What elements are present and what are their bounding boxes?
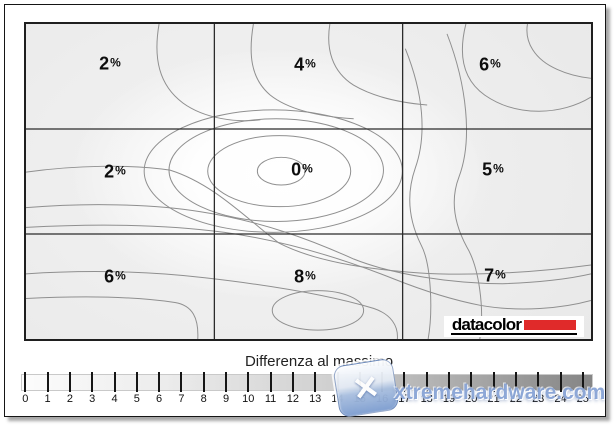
cell-value-middle-right: 5% bbox=[482, 159, 504, 180]
contour-svg bbox=[26, 24, 591, 339]
grid-lines bbox=[26, 24, 591, 339]
cell-value-top-left: 2% bbox=[99, 53, 121, 74]
scale-tick-label: 4 bbox=[111, 393, 118, 405]
scale-tick-label: 0 bbox=[22, 393, 29, 405]
scale-tick bbox=[470, 372, 473, 392]
scale-tick bbox=[158, 372, 161, 392]
cell-value-middle-left: 2% bbox=[104, 161, 126, 182]
scale-tick-label: 16 bbox=[375, 393, 389, 405]
scale-tick-label: 21 bbox=[487, 393, 500, 405]
scale-tick bbox=[24, 372, 27, 392]
scale-tick bbox=[180, 372, 183, 392]
scale-tick-label: 8 bbox=[200, 393, 207, 405]
scale-tick-label: 17 bbox=[398, 393, 411, 405]
scale-tick-label: 23 bbox=[532, 393, 545, 405]
scale-tick bbox=[425, 372, 428, 392]
cell-value-top-right: 6% bbox=[479, 54, 501, 75]
scale-tick-label: 18 bbox=[420, 393, 433, 405]
scale-tick-label: 25 bbox=[576, 393, 589, 405]
scale-tick bbox=[68, 372, 71, 392]
datacolor-wordmark: datacolor bbox=[451, 315, 522, 334]
scale-tick-label: 7 bbox=[178, 393, 185, 405]
scale-tick bbox=[492, 372, 495, 392]
scale-tick-label: 11 bbox=[264, 393, 277, 405]
scale-tick bbox=[537, 372, 540, 392]
scale-gradient-bar bbox=[21, 374, 593, 391]
scale-tick bbox=[202, 372, 205, 392]
scale-tick-label: 12 bbox=[286, 393, 300, 405]
cell-value-bottom-left: 6% bbox=[104, 266, 126, 287]
scale-tick bbox=[113, 372, 116, 392]
scale-tick-label: 15 bbox=[353, 393, 366, 405]
scale-tick bbox=[91, 372, 94, 392]
scale-tick bbox=[403, 372, 406, 392]
scale-tick bbox=[448, 372, 450, 392]
scale-tick-label: 6 bbox=[156, 393, 163, 405]
scale-tick bbox=[135, 372, 138, 392]
scale-tick-label: 3 bbox=[89, 393, 96, 405]
scale-tick bbox=[514, 372, 517, 392]
contour-lines bbox=[26, 24, 591, 339]
datacolor-logo: datacolor bbox=[444, 316, 584, 337]
scale-tick-label: 5 bbox=[133, 393, 140, 405]
scale-tick-label: 13 bbox=[309, 393, 322, 405]
cell-value-middle-center: 0% bbox=[291, 159, 313, 180]
scale-tick bbox=[581, 372, 584, 392]
scale-tick-label: 10 bbox=[242, 393, 255, 405]
chart-frame: 2% 4% 6% 2% 0% 5% 6% 8% 7% datacolor Dif… bbox=[4, 4, 606, 417]
scale-tick-label: 19 bbox=[442, 393, 456, 405]
scale-tick-label: 9 bbox=[222, 393, 230, 405]
scale-tick-label: 20 bbox=[465, 393, 478, 405]
scale-tick-label: 22 bbox=[509, 393, 523, 405]
scale-tick bbox=[225, 372, 227, 392]
scale-tick bbox=[291, 372, 294, 392]
uniformity-contour-plot: 2% 4% 6% 2% 0% 5% 6% 8% 7% datacolor bbox=[24, 22, 593, 341]
scale-tick-label: 14 bbox=[331, 393, 344, 405]
scale-numbers: 0 1 2 3 4 5 6 7 8 9 10 11 12 13 14 15 16 17 18 19 20 21 22 23 24… bbox=[5, 5, 605, 416]
cell-value-top-center: 4% bbox=[294, 54, 316, 75]
scale-tick bbox=[46, 372, 49, 392]
scale-tick bbox=[559, 372, 562, 392]
scale-tick-label: 24 bbox=[554, 393, 567, 405]
cell-value-bottom-right: 7% bbox=[484, 265, 506, 286]
datacolor-logo-inner: datacolor bbox=[450, 315, 578, 335]
scale-tick bbox=[269, 372, 272, 392]
scale-tick bbox=[314, 372, 317, 392]
scale-tick-label: 2 bbox=[66, 393, 73, 405]
datacolor-red-bar-icon bbox=[524, 320, 577, 330]
cell-value-bottom-center: 8% bbox=[294, 266, 316, 287]
scale-tick-label: 1 bbox=[44, 393, 51, 405]
scale-tick bbox=[247, 372, 250, 392]
